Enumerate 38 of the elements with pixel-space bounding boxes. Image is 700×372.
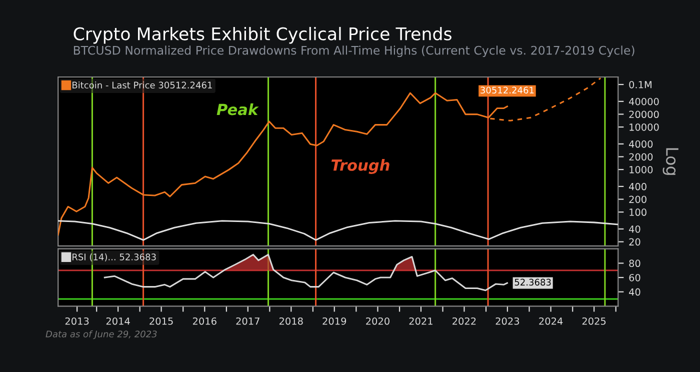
x-tick-label: 2014 [106, 317, 130, 325]
legend-label: Bitcoin - Last Price 30512.2461 [72, 82, 212, 89]
x-tick-label: 2018 [279, 317, 303, 325]
x-tick-label: 2023 [496, 317, 520, 325]
y-tick-label: 40000 [628, 98, 659, 106]
y-tick-label: 60 [629, 274, 640, 282]
y-tick-label: 100 [630, 208, 646, 216]
y-tick-label: 4000 [628, 140, 653, 148]
y-tick-label: 10000 [630, 123, 659, 131]
y-tick-label: 40 [628, 225, 640, 233]
x-tick-label: 2016 [192, 317, 216, 325]
annotation: Trough [332, 159, 390, 174]
y-tick-label: 0.1M [629, 80, 652, 88]
y-tick-label: 40 [628, 288, 640, 296]
chart-subtitle: BTCUSD Normalized Price Drawdowns From All-Time Highs (Current Cycle vs. 2017-2019 Cycle) [74, 46, 634, 58]
y-tick-label: 1000 [630, 166, 653, 174]
x-tick-label: 2017 [236, 317, 260, 325]
x-tick-label: 2022 [452, 317, 476, 325]
data-label: 30512.2461 [480, 86, 534, 94]
y-tick-label: 2000 [629, 153, 653, 161]
y-axis-title: Log [662, 148, 678, 175]
y-tick-label: 20000 [629, 110, 659, 118]
x-tick-label: 2021 [409, 317, 432, 325]
data-label: 52.3683 [514, 278, 551, 286]
y-tick-label: 200 [629, 196, 646, 204]
x-tick-label: 2024 [539, 317, 563, 325]
legend-label: RSI (14)... 52.3683 [72, 253, 156, 262]
y-tick-label: 20 [629, 238, 640, 246]
chart-title: Crypto Markets Exhibit Cyclical Price Trends [74, 26, 452, 44]
y-tick-label: 400 [628, 182, 646, 190]
x-tick-label: 2025 [582, 317, 606, 325]
x-tick-label: 2020 [366, 317, 390, 325]
text: Data as of June 29, 2023 [46, 330, 157, 340]
x-tick-label: 2013 [65, 317, 89, 325]
annotation: Peak [216, 103, 259, 116]
x-tick-label: 2019 [322, 317, 346, 325]
x-tick-label: 2015 [150, 317, 173, 325]
y-tick-label: 80 [629, 260, 640, 268]
